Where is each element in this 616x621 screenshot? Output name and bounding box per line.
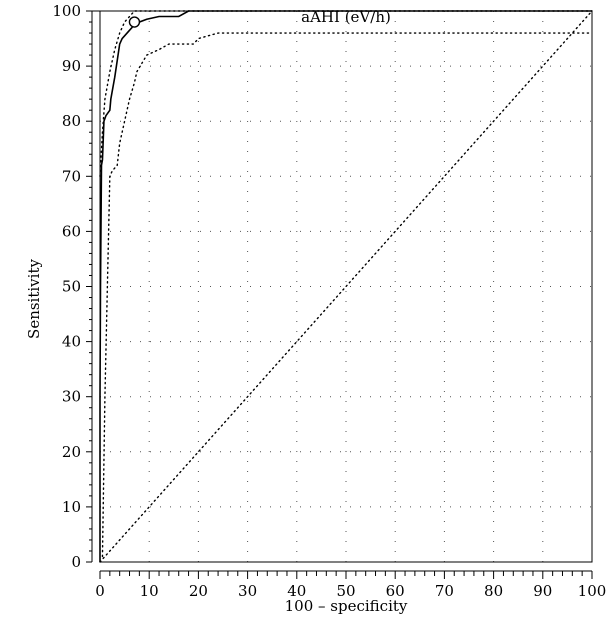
y-tick-label: 0 [71,553,81,571]
y-tick-label: 40 [62,333,81,351]
chart-title: aAHI (eV/h) [301,8,391,26]
y-tick-label: 70 [62,167,81,185]
y-tick-label: 60 [62,222,81,240]
x-tick-label: 80 [484,582,503,600]
x-tick-label: 60 [386,582,405,600]
series-line [99,10,593,563]
x-tick-label: 20 [189,582,208,600]
x-tick-label: 0 [95,582,105,600]
y-tick-label: 30 [62,388,81,406]
x-tick-label: 70 [435,582,454,600]
x-tick-label: 40 [287,582,306,600]
x-tick-label: 10 [140,582,159,600]
y-tick-label: 100 [52,2,81,20]
x-tick-label: 30 [238,582,257,600]
y-axis-label: Sensitivity [25,259,43,339]
x-tick-label: 90 [533,582,552,600]
y-tick-label: 50 [62,278,81,296]
y-tick-label: 10 [62,498,81,516]
y-tick-label: 90 [62,57,81,75]
x-tick-label: 100 [578,582,607,600]
x-tick-label: 50 [336,582,355,600]
series-line [101,32,593,558]
series-line [99,10,593,177]
x-axis-label: 100 – specificity [285,597,408,615]
y-tick-label: 80 [62,112,81,130]
tick-labels: 0 10 20 30 40 50 60 70 80 90 100 0 10 20 30 40 50 60 70 80 9… [52,2,606,600]
series [99,10,593,563]
cutoff-point-marker [128,16,141,28]
y-tick-label: 20 [62,443,81,461]
